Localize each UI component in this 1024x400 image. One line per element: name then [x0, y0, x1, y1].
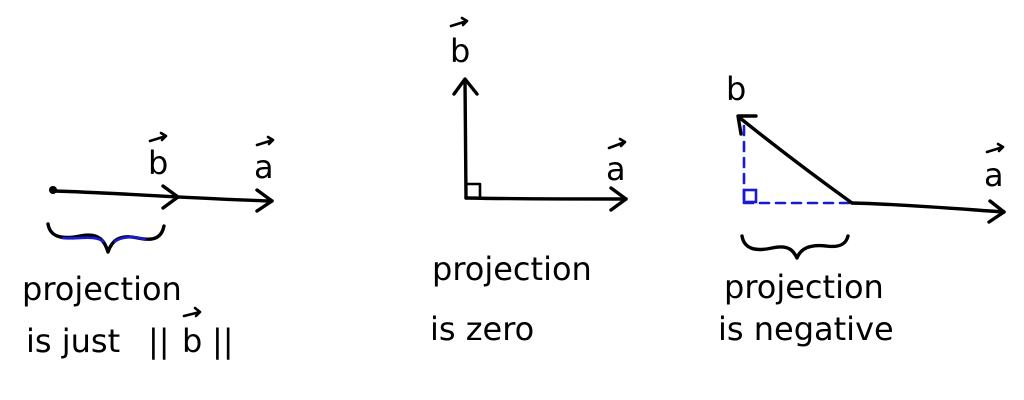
vector-b-line — [738, 116, 854, 205]
vector-arrow-icon — [255, 135, 275, 147]
projection-brace-blue-accent — [61, 235, 147, 244]
caption-line2-prefix: is just — [26, 322, 120, 360]
panel-perpendicular: b a projection is zero — [430, 16, 628, 348]
label-a-text: a — [606, 150, 626, 188]
vector-a-arrowhead — [609, 186, 628, 212]
label-b-parallel: b — [148, 131, 168, 182]
caption-line1: projection — [724, 268, 884, 306]
label-a-parallel: a — [254, 135, 275, 186]
right-angle-marker — [464, 182, 482, 200]
caption-line2: is negative — [718, 310, 894, 348]
label-a-text: a — [984, 156, 1004, 194]
caption-line2: is zero — [430, 310, 534, 348]
label-a-perpendicular: a — [606, 137, 627, 188]
panel-parallel: b a projection is just || b || — [22, 131, 275, 360]
caption-norm-open: || — [148, 322, 170, 360]
projection-right-angle-box — [742, 188, 758, 204]
vector-arrow-icon — [985, 142, 1005, 154]
caption-line1: projection — [22, 270, 182, 308]
vector-b-arrowhead — [161, 184, 180, 210]
vector-a-line — [53, 189, 274, 203]
caption-norm-close: || — [212, 322, 234, 360]
label-a-text: a — [254, 148, 274, 186]
vector-b-arrowhead — [452, 77, 479, 96]
vector-a-line — [464, 196, 628, 201]
panel-obtuse: b a projection is negative — [718, 70, 1006, 348]
vector-b-arrowhead — [736, 114, 758, 136]
vector-arrow-icon — [148, 131, 168, 143]
label-a-obtuse: a — [984, 142, 1005, 194]
label-b-text: b — [148, 144, 168, 182]
vector-arrow-icon — [449, 16, 469, 28]
label-b-perpendicular: b — [449, 16, 470, 70]
vector-b-line — [463, 78, 468, 200]
projection-brace — [740, 234, 850, 260]
vector-a-arrowhead — [987, 199, 1006, 224]
label-b-text: b — [450, 32, 470, 70]
vector-arrow-icon — [182, 306, 202, 318]
caption-line1: projection — [432, 250, 592, 288]
label-b-obtuse: b — [726, 70, 746, 108]
vector-a-arrowhead — [255, 188, 274, 213]
vector-arrow-icon — [607, 137, 627, 150]
caption-norm-vec: b — [182, 322, 202, 360]
vector-a-line — [850, 201, 1006, 214]
